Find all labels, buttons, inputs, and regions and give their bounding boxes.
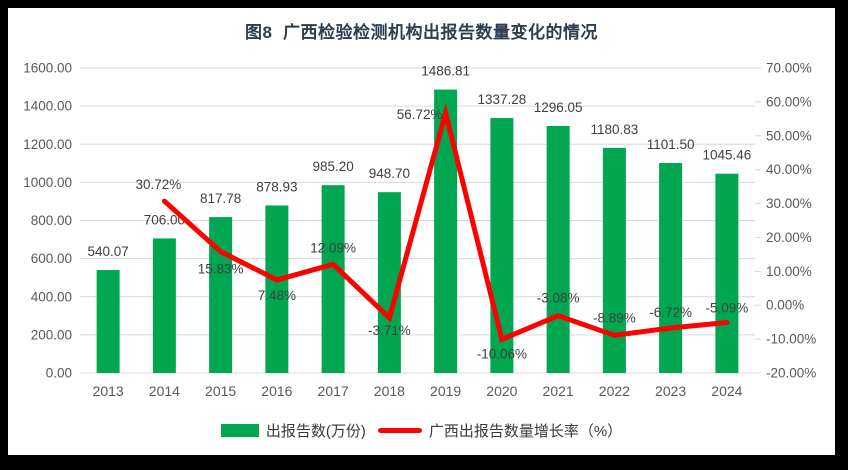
x-axis-label: 2017 <box>318 383 349 399</box>
right-axis-tick-label: -10.00% <box>766 332 816 347</box>
line-value-label: -5.09% <box>705 300 748 315</box>
bar-2015 <box>209 217 233 373</box>
x-axis-label: 2019 <box>430 383 461 399</box>
left-axis-tick-label: 400.00 <box>31 289 72 304</box>
x-axis-label: 2018 <box>374 383 405 399</box>
chart-title: 图8 广西检验检测机构出报告数量变化的情况 <box>245 23 598 42</box>
bar-value-label: 1296.05 <box>534 100 583 115</box>
right-axis-tick-label: 70.00% <box>766 61 812 76</box>
bar-value-label: 1486.81 <box>421 64 470 79</box>
x-axis-label: 2022 <box>599 383 630 399</box>
right-axis-tick-label: 0.00% <box>766 298 804 313</box>
bar-value-label: 817.78 <box>200 191 241 206</box>
bar-2024 <box>715 173 739 373</box>
x-axis-label: 2023 <box>655 383 686 399</box>
bar-value-label: 878.93 <box>256 179 297 194</box>
right-axis-tick-label: 30.00% <box>766 196 812 211</box>
right-axis-tick-label: -20.00% <box>766 366 816 381</box>
left-axis-tick-label: 800.00 <box>31 213 72 228</box>
x-axis-label: 2013 <box>93 383 124 399</box>
legend-line-swatch-icon <box>377 428 422 433</box>
legend-bar-swatch-icon <box>220 424 259 437</box>
bar-2022 <box>602 147 626 373</box>
left-axis-tick-label: 1000.00 <box>23 175 72 190</box>
left-axis-tick-label: 1400.00 <box>23 99 72 114</box>
combo-chart: 0.00 200.00 400.00 600.00 800.00 1000.00 1200.… <box>23 61 816 400</box>
bar-value-label: 1337.28 <box>477 92 526 107</box>
bar-2018 <box>377 192 401 373</box>
left-axis-tick-label: 1200.00 <box>23 137 72 152</box>
line-value-label: -8.89% <box>593 310 636 325</box>
bar-2014 <box>152 238 176 373</box>
left-axis-tick-label: 600.00 <box>31 251 72 266</box>
line-value-label: -3.08% <box>537 291 580 306</box>
x-axis-label: 2021 <box>543 383 574 399</box>
line-value-label: -6.72% <box>649 305 692 320</box>
x-axis-label: 2016 <box>261 383 292 399</box>
left-axis-tick-label: 1600.00 <box>23 61 72 76</box>
x-axis-label: 2015 <box>205 383 236 399</box>
bar-value-label: 1101.50 <box>647 137 695 152</box>
bar-value-label: 540.07 <box>87 244 128 259</box>
left-axis-tick-label: 200.00 <box>31 327 72 342</box>
bar-2021 <box>546 125 570 374</box>
bar-2023 <box>659 163 683 373</box>
chart-panel: 图8 广西检验检测机构出报告数量变化的情况 0.00 200.00 400.00 60… <box>8 8 835 455</box>
line-value-label: 12.09% <box>310 240 356 255</box>
x-axis-label: 2014 <box>149 383 180 399</box>
bar-value-label: 1045.46 <box>702 148 751 163</box>
line-value-label: -10.06% <box>477 346 527 361</box>
bar-value-label: 948.70 <box>369 166 410 181</box>
left-axis-tick-label: 0.00 <box>46 366 72 381</box>
line-value-label: -3.71% <box>368 323 411 338</box>
x-axis-label: 2020 <box>486 383 517 399</box>
bar-2017 <box>321 185 345 373</box>
plot-area: 0.00 200.00 400.00 600.00 800.00 1000.00 1200.… <box>8 8 835 455</box>
line-value-label: 30.72% <box>135 177 181 192</box>
right-axis-tick-label: 20.00% <box>766 230 812 245</box>
right-axis-tick-label: 50.00% <box>766 128 812 143</box>
bar-value-label: 706.00 <box>144 212 185 227</box>
legend: 出报告数(万份) 广西出报告数量增长率（%） <box>8 420 835 441</box>
right-axis-tick-label: 10.00% <box>766 264 812 279</box>
legend-bar-label: 出报告数(万份) <box>265 423 366 440</box>
bar-2016 <box>265 205 289 373</box>
bar-value-label: 985.20 <box>312 159 353 174</box>
right-axis-tick-label: 60.00% <box>766 94 812 109</box>
bar-2013 <box>96 270 120 373</box>
right-axis-tick-label: 40.00% <box>766 162 812 177</box>
legend-line-label: 广西出报告数量增长率（%） <box>428 423 623 440</box>
line-value-label: 56.72% <box>397 107 443 122</box>
growth-line <box>161 103 730 343</box>
bar-2019 <box>434 89 458 373</box>
x-axis-label: 2024 <box>711 383 742 399</box>
bar-value-label: 1180.83 <box>590 122 638 137</box>
line-value-label: 7.48% <box>258 288 296 303</box>
line-value-label: 15.83% <box>198 262 244 277</box>
